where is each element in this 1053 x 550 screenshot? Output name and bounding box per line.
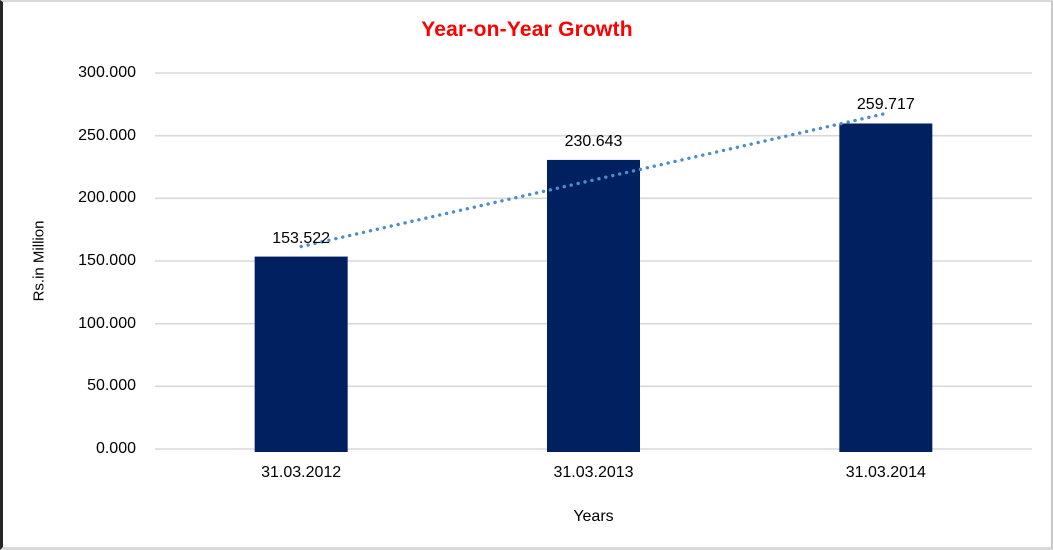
y-tick-label: 200.000 xyxy=(78,189,136,207)
x-tick-label: 31.03.2013 xyxy=(553,464,634,481)
y-tick-label: 250.000 xyxy=(78,126,136,144)
trendline xyxy=(299,111,888,249)
x-tick-label: 31.03.2014 xyxy=(845,464,926,481)
y-tick-label: 300.000 xyxy=(78,64,136,81)
x-tick-label: 31.03.2012 xyxy=(261,464,342,481)
y-tick-label: 100.000 xyxy=(78,314,136,332)
bar-value-label: 259.717 xyxy=(856,96,915,114)
bar-value-label: 230.643 xyxy=(564,132,623,150)
y-tick-label: 50.000 xyxy=(87,377,136,395)
chart-title: Year-on-Year Growth xyxy=(421,18,633,41)
x-axis-title: Years xyxy=(573,508,614,525)
bar xyxy=(547,159,640,453)
bar-value-label: 153.522 xyxy=(272,229,331,247)
bar xyxy=(254,256,348,452)
plot-area xyxy=(155,72,1032,453)
bar xyxy=(839,123,933,452)
y-tick-label: 0.000 xyxy=(95,440,136,457)
y-tick-label: 150.000 xyxy=(78,252,136,269)
